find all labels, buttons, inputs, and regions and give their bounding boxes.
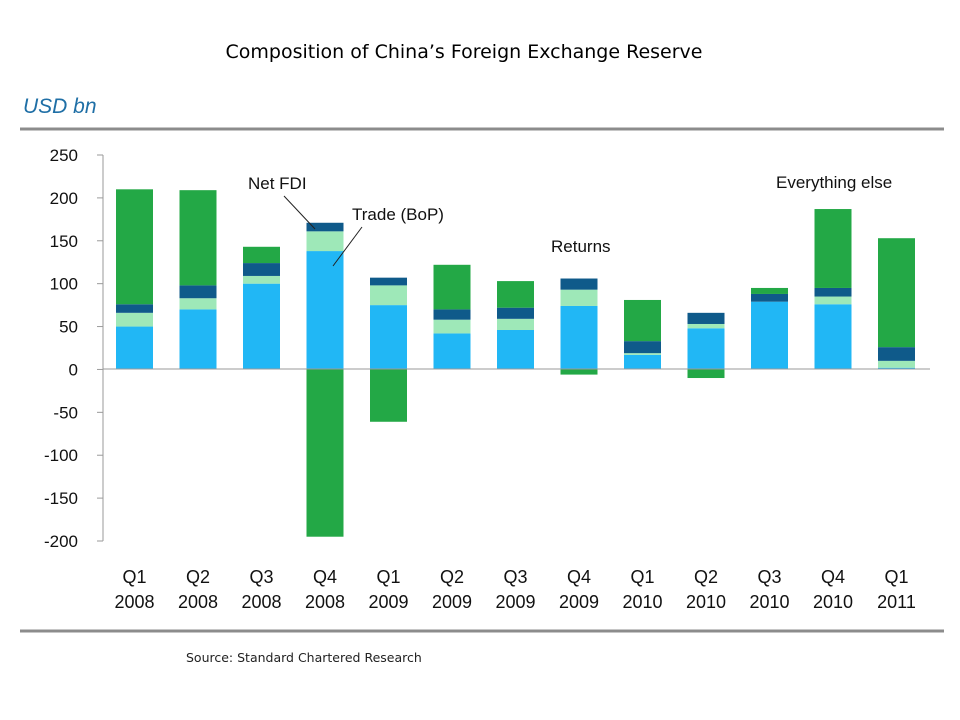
x-tick-label-quarter: Q3 [249,567,273,587]
bar-segment-trade-bop [814,304,852,370]
bar-segment-returns [433,309,471,320]
x-tick-label-year: 2008 [305,592,345,612]
bar-segment-net-fdi [370,285,407,306]
x-tick-label-year: 2009 [559,592,599,612]
x-tick-label-quarter: Q4 [821,567,845,587]
x-tick-label-quarter: Q3 [503,567,527,587]
x-tick-label-year: 2011 [877,592,916,612]
bar-segment-net-fdi [687,323,725,329]
bar-segment-returns [878,347,915,361]
bar-segment-returns [560,278,598,290]
x-tick-label-quarter: Q2 [440,567,464,587]
x-tick-label-year: 2009 [432,592,472,612]
bar-segment-returns [814,287,852,297]
bar-segment-everything-else [433,264,471,310]
bar-segment-net-fdi [243,275,280,284]
bar-segment-everything-else [878,238,915,348]
x-tick-label-year: 2008 [241,592,281,612]
bar-segment-everything-else [306,369,344,537]
annotation-net-fdi-leader [283,195,316,230]
x-tick-label-year: 2009 [368,592,408,612]
bar-segment-trade-bop [560,305,598,370]
bar-segment-trade-bop [370,305,407,370]
bar-segment-everything-else [116,189,153,305]
bar-segment-returns [624,341,661,354]
y-tick-label: -150 [44,489,78,508]
x-tick-label-year: 2008 [178,592,218,612]
x-tick-label-quarter: Q2 [186,567,210,587]
bar-segment-returns [687,312,725,324]
y-tick-label: 100 [50,275,78,294]
y-tick-label: 250 [50,146,78,165]
bar-segment-trade-bop [243,283,280,370]
x-tick-label-year: 2010 [749,592,789,612]
bar-segment-everything-else [624,299,661,342]
annotation-net-fdi: Net FDI [248,174,307,193]
bar-segment-everything-else [179,190,217,286]
bar-segment-net-fdi [814,296,852,305]
bar-segment-returns [751,293,788,302]
bar-segment-trade-bop [179,309,217,370]
source-note: Source: Standard Chartered Research [186,650,422,665]
bar-segment-everything-else [370,369,407,422]
y-tick-label: 200 [50,189,78,208]
bar-segment-net-fdi [624,353,661,355]
x-tick-label-quarter: Q3 [757,567,781,587]
y-tick-label: -50 [53,403,78,422]
bar-segment-net-fdi [179,298,217,310]
x-tick-label-quarter: Q4 [567,567,591,587]
bar-segment-trade-bop [624,354,661,370]
x-tick-label-quarter: Q1 [376,567,400,587]
unit-label: USD bn [23,95,97,118]
bar-segment-trade-bop [433,333,471,370]
bar-segment-net-fdi [560,289,598,306]
y-tick-label: 0 [69,360,78,379]
x-tick-label-year: 2010 [622,592,662,612]
annotation-everything-else: Everything else [776,173,892,192]
x-tick-label-year: 2009 [495,592,535,612]
bar-segment-returns [179,285,217,299]
y-tick-label: -200 [44,532,78,551]
chart-title: Composition of China’s Foreign Exchange … [225,41,703,63]
bar-segment-returns [497,307,534,319]
bar-segment-net-fdi [497,318,534,330]
annotation-trade-bop: Trade (BoP) [352,205,444,224]
bar-segment-everything-else [751,287,788,294]
bar-segment-everything-else [560,369,598,375]
bar-segment-net-fdi [878,360,915,368]
x-tick-label-year: 2010 [686,592,726,612]
bar-segment-everything-else [687,369,725,379]
bar-segment-trade-bop [687,328,725,370]
bar-segment-everything-else [814,209,852,288]
x-tick-label-quarter: Q1 [884,567,908,587]
bar-segment-returns [243,263,280,276]
bar-segment-returns [116,304,153,313]
bar-segment-trade-bop [116,326,153,370]
x-tick-label-quarter: Q1 [630,567,654,587]
x-tick-label-quarter: Q1 [122,567,146,587]
bar-segment-net-fdi [433,319,471,334]
bar-segment-trade-bop [497,329,534,370]
x-tick-label-year: 2010 [813,592,853,612]
bar-segment-everything-else [243,246,280,264]
bar-segment-trade-bop [306,251,344,370]
y-tick-label: 50 [59,318,78,337]
bar-segment-trade-bop [751,301,788,370]
annotation-returns: Returns [551,237,611,256]
bar-segment-net-fdi [116,312,153,327]
x-tick-label-quarter: Q4 [313,567,337,587]
bar-segment-everything-else [497,281,534,308]
y-tick-label: -100 [44,446,78,465]
annotation-trade-bop-leader [332,226,363,267]
x-tick-label-year: 2008 [114,592,154,612]
x-tick-label-quarter: Q2 [694,567,718,587]
bar-segment-returns [306,222,344,232]
bar-segment-returns [370,277,407,286]
bar-segment-net-fdi [306,231,344,252]
y-tick-label: 150 [50,232,78,251]
